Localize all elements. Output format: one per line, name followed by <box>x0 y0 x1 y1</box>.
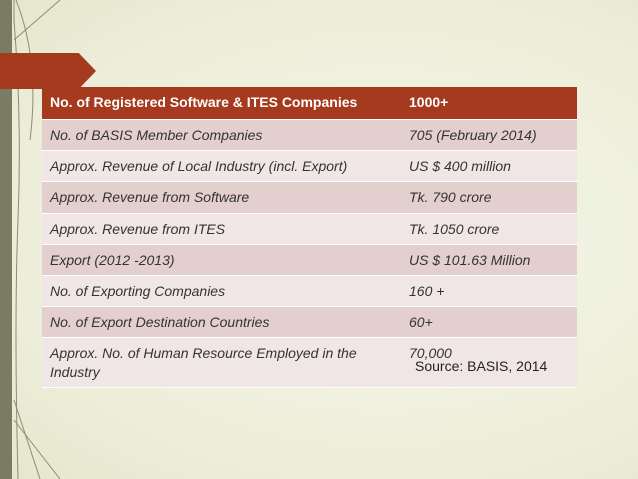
row-label: No. of Export Destination Countries <box>42 306 401 339</box>
table-row: No. of Export Destination Countries 60+ <box>42 306 577 339</box>
red-arrow-tab <box>0 53 96 89</box>
header-label: No. of Registered Software & ITES Compan… <box>42 87 401 120</box>
row-label: Approx. Revenue of Local Industry (incl.… <box>42 150 401 183</box>
row-value: 60+ <box>401 306 577 339</box>
table-row: Approx. Revenue of Local Industry (incl.… <box>42 150 577 183</box>
row-value: 70,000 <box>401 337 577 388</box>
row-value: US $ 400 million <box>401 150 577 183</box>
table-row: Approx. No. of Human Resource Employed i… <box>42 337 577 388</box>
row-value: Tk. 790 crore <box>401 181 577 214</box>
table-row: Export (2012 -2013) US $ 101.63 Million <box>42 244 577 276</box>
table-row: Approx. Revenue from Software Tk. 790 cr… <box>42 181 577 214</box>
left-decorative-band <box>0 0 12 479</box>
header-value: 1000+ <box>401 87 577 120</box>
row-value: US $ 101.63 Million <box>401 244 577 276</box>
row-value: 705 (February 2014) <box>401 119 577 152</box>
row-label: No. of Exporting Companies <box>42 275 401 308</box>
table-row: No. of Exporting Companies 160 + <box>42 275 577 308</box>
row-label: Approx. Revenue from Software <box>42 181 401 214</box>
row-label: Approx. No. of Human Resource Employed i… <box>42 337 401 388</box>
table-header-row: No. of Registered Software & ITES Compan… <box>42 87 577 120</box>
row-label: No. of BASIS Member Companies <box>42 119 401 152</box>
statistics-table: No. of Registered Software & ITES Compan… <box>42 87 577 388</box>
row-label: Approx. Revenue from ITES <box>42 213 401 245</box>
row-value: Tk. 1050 crore <box>401 213 577 245</box>
table-row: Approx. Revenue from ITES Tk. 1050 crore <box>42 213 577 245</box>
row-label: Export (2012 -2013) <box>42 244 401 276</box>
row-value: 160 + <box>401 275 577 308</box>
source-caption: Source: BASIS, 2014 <box>415 358 548 374</box>
table-row: No. of BASIS Member Companies 705 (Febru… <box>42 119 577 152</box>
